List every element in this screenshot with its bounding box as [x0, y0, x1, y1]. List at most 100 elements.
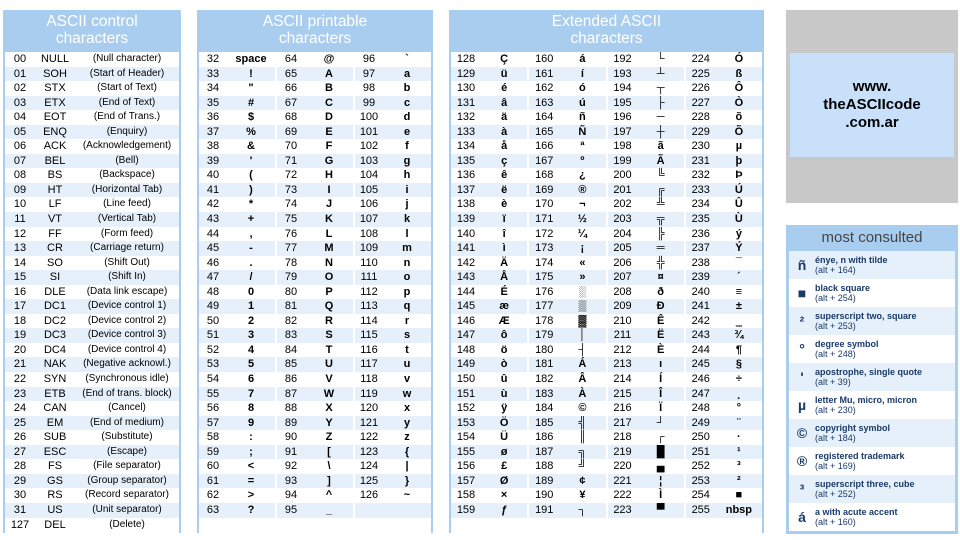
table-row[interactable]: 34 " [199, 81, 275, 96]
table-row[interactable]: 97 a [355, 66, 431, 82]
table-row[interactable]: 18 DC2 (Device control 2) [5, 314, 179, 329]
table-row[interactable]: 88 X [277, 401, 353, 416]
table-row[interactable]: 208 ð [608, 285, 684, 300]
table-row[interactable]: 30 RS (Record separator) [5, 488, 179, 503]
table-row[interactable]: 79 O [277, 270, 353, 285]
table-row[interactable]: 138 è [451, 197, 527, 212]
table-row[interactable]: 204 ╠ [608, 227, 684, 242]
table-row[interactable]: 214 Í [608, 372, 684, 387]
table-row[interactable]: 48 0 [199, 285, 275, 300]
table-row[interactable]: 216 Ï [608, 401, 684, 416]
table-row[interactable]: 72 H [277, 168, 353, 183]
table-row[interactable]: 168 ¿ [529, 168, 605, 183]
table-row[interactable]: 124 | [355, 459, 431, 474]
table-row[interactable]: 24 CAN (Cancel) [5, 401, 179, 416]
table-row[interactable]: 15 SI (Shift In) [5, 270, 179, 285]
most-consulted-item[interactable]: ² superscript two, square (alt + 253) [789, 307, 955, 335]
table-row[interactable]: 82 R [277, 314, 353, 329]
most-consulted-item[interactable]: á a with acute accent (alt + 160) [789, 503, 955, 531]
table-row[interactable]: 197 ┼ [607, 124, 684, 140]
table-row[interactable]: 211 Ë [607, 328, 684, 343]
table-row[interactable]: 161 í [529, 66, 606, 82]
table-row[interactable]: 89 Y [277, 415, 353, 431]
table-row[interactable]: 44, [199, 227, 275, 242]
table-row[interactable]: 03 ETX (End of Text) [5, 95, 179, 111]
table-row[interactable]: 192 └ [608, 52, 684, 67]
table-row[interactable]: 41) [199, 182, 275, 198]
table-row[interactable]: 130 é [451, 81, 527, 96]
table-row[interactable]: 100 d [355, 110, 431, 125]
table-row[interactable]: 99 c [355, 95, 431, 111]
table-row[interactable]: 117 u [355, 357, 431, 373]
table-row[interactable]: 50 2 [199, 314, 275, 329]
table-row[interactable]: 232 Þ [686, 168, 762, 183]
most-consulted-item[interactable]: ° degree symbol (alt + 248) [789, 335, 955, 363]
table-row[interactable]: 169 ® [529, 182, 606, 198]
table-row[interactable]: 189 ¢ [529, 473, 606, 489]
table-row[interactable]: 229 Õ [685, 124, 762, 140]
table-row[interactable]: 167 º [529, 153, 606, 169]
table-row[interactable]: 239 ´ [685, 270, 762, 285]
table-row[interactable]: 135 ç [451, 153, 528, 169]
table-row[interactable]: 119 w [355, 386, 431, 402]
table-row[interactable]: 127 DEL (Delete) [5, 518, 179, 533]
table-row[interactable]: 172 ¼ [529, 227, 605, 242]
table-row[interactable]: 136 ê [451, 168, 527, 183]
table-row[interactable]: 93] [277, 473, 353, 489]
table-row[interactable]: 104 h [355, 168, 431, 183]
table-row[interactable]: 35 # [199, 95, 275, 111]
table-row[interactable]: 195 ├ [607, 95, 684, 111]
table-row[interactable]: 65 A [277, 66, 353, 82]
table-row[interactable]: 121 y [355, 415, 431, 431]
table-row[interactable]: 45 - [199, 241, 275, 256]
table-row[interactable]: 01 SOH (Start of Header) [5, 66, 179, 82]
table-row[interactable]: 38 & [199, 139, 275, 154]
table-row[interactable]: 76 L [277, 227, 353, 242]
table-row[interactable]: 254 ■ [686, 488, 762, 503]
table-row[interactable]: 109 m [355, 241, 431, 256]
table-row[interactable]: 125} [355, 473, 431, 489]
table-row[interactable]: 185 ╣ [529, 415, 606, 431]
table-row[interactable]: 118 v [355, 372, 431, 387]
table-row[interactable]: 178 ▓ [529, 314, 605, 329]
table-row[interactable]: 240 ≡ [686, 285, 762, 300]
most-consulted-item[interactable]: µ letter Mu, micro, micron (alt + 230) [789, 391, 955, 419]
table-row[interactable]: 64 @ [277, 52, 353, 67]
table-row[interactable]: 206 ╬ [608, 256, 684, 271]
table-row[interactable]: 17 DC1 (Device control 1) [5, 299, 179, 314]
table-row[interactable]: 183 À [529, 386, 606, 402]
table-row[interactable]: 163 ú [529, 95, 606, 111]
table-row[interactable]: 00 NULL (Null character) [5, 52, 179, 67]
most-consulted-item[interactable]: ® registered trademark (alt + 169) [789, 447, 955, 475]
table-row[interactable]: 90 Z [277, 430, 353, 445]
table-row[interactable]: 170 ¬ [529, 197, 605, 212]
table-row[interactable]: 106 j [355, 197, 431, 212]
most-consulted-item[interactable]: ñ énye, n with tilde (alt + 164) [789, 251, 955, 279]
table-row[interactable]: 227 Ò [685, 95, 762, 111]
table-row[interactable]: 228 õ [686, 110, 762, 125]
table-row[interactable]: 132 ä [451, 110, 527, 125]
table-row[interactable]: 233 Ú [685, 182, 762, 198]
table-row[interactable]: 102 f [355, 139, 431, 154]
table-row[interactable]: 10 LF (Line feed) [5, 197, 179, 212]
table-row[interactable]: 143 Å [451, 270, 528, 285]
table-row[interactable]: 61 = [199, 473, 275, 489]
table-row[interactable]: 155 ø [451, 444, 528, 460]
table-row[interactable]: 177 ▒ [529, 299, 606, 314]
table-row[interactable]: 241 ± [685, 299, 762, 314]
table-row[interactable]: 126 ~ [355, 488, 431, 503]
table-row[interactable]: 253 ² [685, 473, 762, 489]
table-row[interactable]: 12 FF (Form feed) [5, 227, 179, 242]
table-row[interactable]: 81 Q [277, 299, 353, 314]
table-row[interactable]: 129 ü [451, 66, 528, 82]
table-row[interactable]: 154 Ü [451, 430, 527, 445]
table-row[interactable]: 173 ¡ [529, 241, 606, 256]
table-row[interactable]: 62 > [199, 488, 275, 503]
table-row[interactable]: 176 ░ [529, 285, 605, 300]
table-row[interactable]: 198 ã [608, 139, 684, 154]
table-row[interactable]: 243 ¾ [685, 328, 762, 343]
table-row[interactable]: 04 EOT (End of Trans.) [5, 110, 179, 125]
most-consulted-item[interactable]: ³ superscript three, cube (alt + 252) [789, 475, 955, 503]
table-row[interactable]: 80 P [277, 285, 353, 300]
table-row[interactable]: 40 ( [199, 168, 275, 183]
